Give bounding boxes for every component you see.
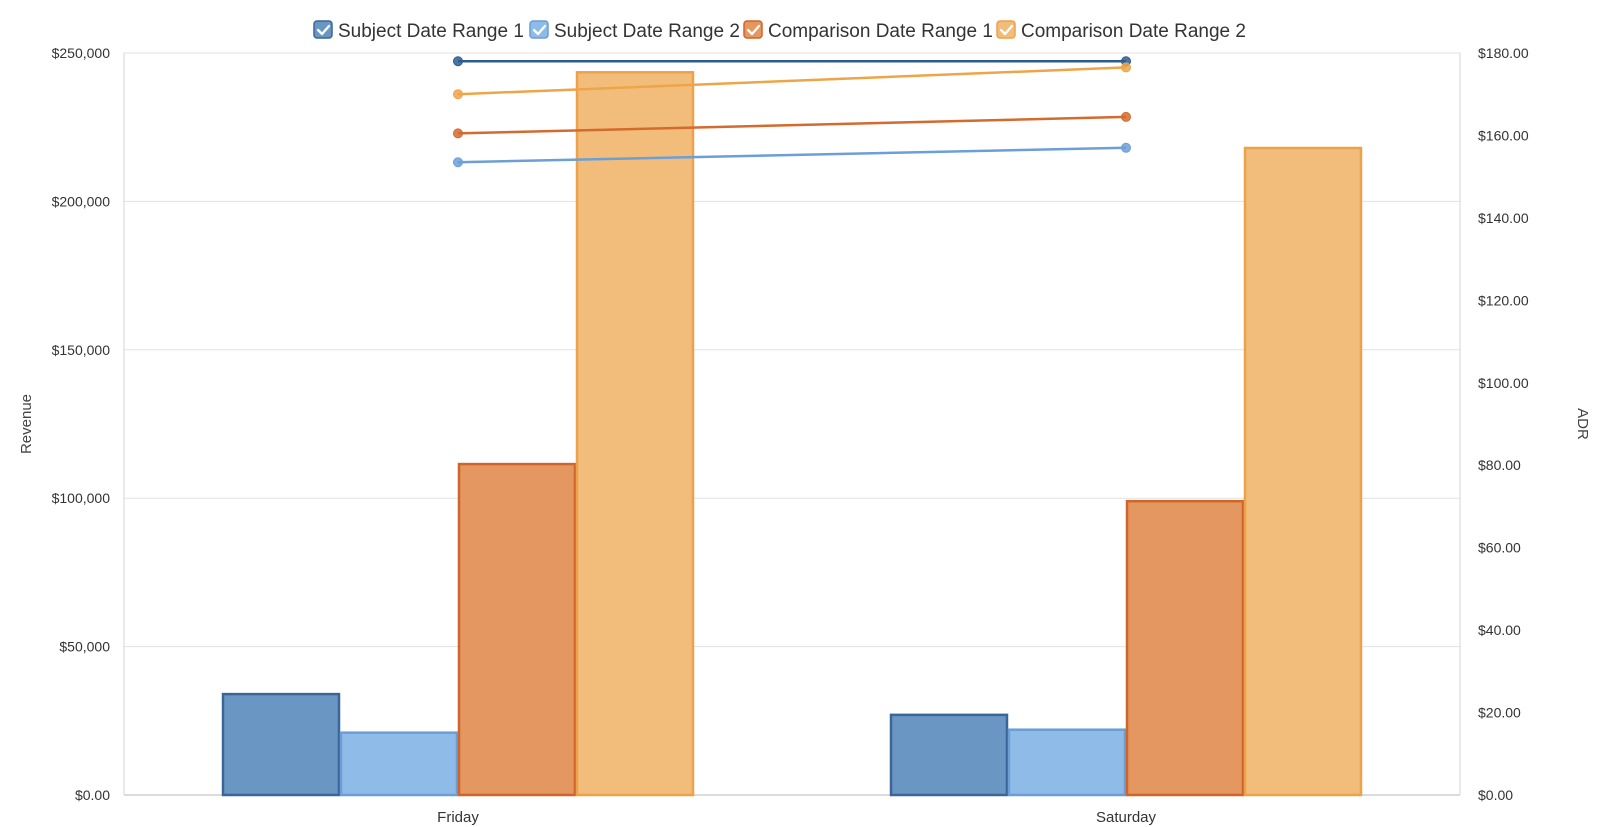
bar [889, 713, 1009, 797]
y2-axis-title: ADR [1574, 408, 1591, 440]
check-icon [999, 24, 1014, 36]
y2-tick-label: $40.00 [1478, 622, 1521, 638]
line-layer [453, 56, 1131, 168]
legend-checkbox [313, 20, 333, 39]
bar [1007, 728, 1127, 797]
y2-tick-label: $20.00 [1478, 705, 1521, 721]
series-line [457, 115, 1127, 135]
y-tick-label: $150,000 [52, 342, 111, 358]
y-tick-label: $50,000 [59, 639, 110, 655]
y2-tick-label: $140.00 [1478, 210, 1529, 226]
bar [1125, 499, 1245, 797]
y2-tick-label: $60.00 [1478, 540, 1521, 556]
legend-label: Subject Date Range 2 [554, 21, 740, 42]
bar [339, 731, 459, 797]
series-line [457, 146, 1127, 164]
y-tick-label: $100,000 [52, 490, 111, 506]
legend-item: Subject Date Range 2 [529, 20, 740, 42]
legend-label: Comparison Date Range 2 [1021, 21, 1246, 42]
y-tick-label: $250,000 [52, 45, 111, 61]
line-point [1121, 142, 1131, 153]
legend-item: Comparison Date Range 1 [743, 20, 993, 42]
bar [221, 692, 341, 797]
y2-tick-label: $180.00 [1478, 45, 1529, 61]
line-point [453, 89, 463, 100]
legend-checkbox [529, 20, 549, 39]
y-axis-title: Revenue [18, 394, 35, 454]
x-tick-label: Saturday [1096, 809, 1157, 826]
y2-tick-label: $0.00 [1478, 787, 1513, 803]
x-tick-label: Friday [437, 809, 479, 826]
y-tick-label: $0.00 [75, 787, 110, 803]
line-point [1121, 62, 1131, 73]
legend-checkbox [996, 20, 1016, 39]
line-point [453, 157, 463, 168]
line-point [453, 56, 463, 67]
axis-layer: $0.00 $50,000 $100,000 $150,000 $200,000 $250… [18, 45, 1591, 826]
legend-label: Comparison Date Range 1 [768, 21, 993, 42]
check-icon [532, 24, 547, 36]
legend-checkbox [743, 20, 763, 39]
bar [575, 71, 695, 797]
legend-label: Subject Date Range 1 [338, 21, 524, 42]
bar [457, 462, 577, 797]
line-point [1121, 111, 1131, 122]
bar [1243, 146, 1363, 797]
legend: Subject Date Range 1 Subject Date Range 2… [313, 20, 1246, 42]
check-icon [316, 24, 331, 36]
legend-item: Subject Date Range 1 [313, 20, 524, 42]
y2-tick-label: $160.00 [1478, 127, 1529, 143]
y-tick-label: $200,000 [52, 193, 111, 209]
series-line [457, 66, 1127, 96]
line-point [453, 128, 463, 139]
y2-tick-label: $120.00 [1478, 292, 1529, 308]
legend-item: Comparison Date Range 2 [996, 20, 1246, 42]
y2-tick-label: $100.00 [1478, 375, 1529, 391]
check-icon [746, 24, 761, 36]
y2-tick-label: $80.00 [1478, 457, 1521, 473]
bar-layer [221, 71, 1363, 797]
